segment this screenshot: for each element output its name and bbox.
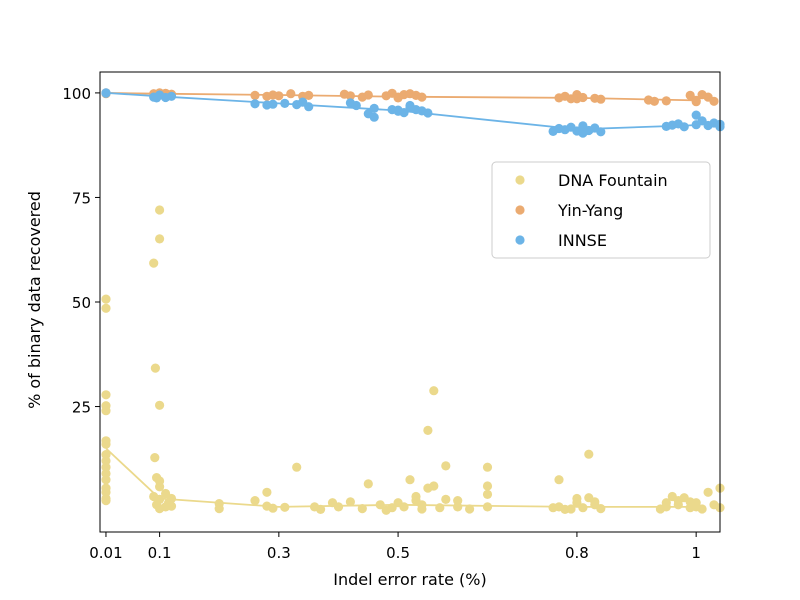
point-dna-fountain-7	[101, 450, 111, 460]
point-dna-fountain-68	[465, 504, 475, 514]
point-dna-fountain-85	[590, 497, 600, 507]
point-dna-fountain-33	[166, 501, 177, 511]
point-dna-fountain-15	[101, 496, 111, 506]
point-dna-fountain-73	[554, 475, 564, 485]
point-yin-yang-37	[661, 96, 671, 106]
point-dna-fountain-79	[584, 449, 594, 459]
point-dna-fountain-46	[345, 497, 355, 507]
point-innse-40	[679, 122, 689, 132]
point-dna-fountain-58	[417, 504, 427, 514]
point-dna-fountain-11	[101, 475, 111, 485]
legend-marker-innse	[515, 235, 525, 245]
point-dna-fountain-69	[482, 462, 493, 472]
y-tick-label-0: 25	[72, 399, 91, 417]
line-yin-yang	[105, 92, 697, 102]
x-tick-label-1: 0.1	[148, 544, 172, 562]
point-dna-fountain-83	[548, 503, 558, 513]
point-dna-fountain-4	[101, 406, 111, 416]
point-innse-41	[691, 110, 701, 120]
point-dna-fountain-100	[661, 498, 671, 508]
point-yin-yang-18	[363, 90, 373, 100]
point-dna-fountain-90	[673, 500, 683, 510]
point-dna-fountain-101	[685, 497, 695, 507]
legend-label-dna-fountain: DNA Fountain	[558, 171, 668, 190]
point-dna-fountain-67	[453, 502, 463, 512]
x-tick-label-5: 1	[691, 544, 701, 562]
x-tick-label-3: 0.5	[386, 544, 410, 562]
series-dna-fountain	[101, 205, 725, 515]
y-axis-label: % of binary data recovered	[25, 191, 44, 409]
point-dna-fountain-96	[703, 487, 713, 497]
point-dna-fountain-95	[697, 504, 707, 514]
point-dna-fountain-72	[482, 502, 493, 512]
y-tick-label-1: 50	[72, 294, 91, 312]
point-dna-fountain-24	[155, 482, 165, 492]
point-dna-fountain-2	[101, 390, 111, 400]
point-dna-fountain-19	[155, 234, 165, 244]
point-dna-fountain-20	[155, 400, 165, 410]
point-yin-yang-43	[691, 97, 701, 107]
point-dna-fountain-9	[101, 462, 111, 472]
point-dna-fountain-45	[333, 502, 344, 512]
point-dna-fountain-1	[101, 303, 111, 313]
point-dna-fountain-39	[268, 503, 278, 513]
plot-frame	[99, 71, 721, 533]
point-dna-fountain-66	[453, 496, 463, 506]
point-innse-6	[152, 93, 162, 103]
point-dna-fountain-36	[250, 496, 260, 506]
point-dna-fountain-61	[429, 386, 439, 396]
point-dna-fountain-21	[150, 453, 160, 463]
point-dna-fountain-65	[441, 494, 451, 504]
point-innse-36	[596, 127, 606, 137]
point-dna-fountain-60	[423, 425, 433, 435]
x-tick-label-0: 0.01	[89, 544, 122, 562]
chart-legend: DNA Fountain Yin-Yang INNSE	[491, 161, 711, 259]
point-dna-fountain-35	[214, 504, 224, 514]
point-dna-fountain-71	[482, 489, 493, 499]
line-innse	[105, 92, 697, 131]
chart-marks	[101, 88, 725, 515]
point-dna-fountain-6	[101, 439, 111, 449]
point-innse-13	[304, 102, 314, 112]
point-innse-9	[268, 99, 278, 109]
point-dna-fountain-70	[482, 481, 493, 491]
point-dna-fountain-16	[149, 258, 159, 268]
chart-axes: 0.01 0.1 0.3 0.5 0.8 1 25 50 75 100 Indel error ra…	[25, 71, 721, 589]
point-dna-fountain-41	[292, 462, 302, 472]
point-dna-fountain-64	[441, 461, 451, 471]
point-yin-yang-42	[709, 96, 719, 106]
legend-label-innse: INNSE	[558, 231, 607, 250]
point-dna-fountain-31	[155, 504, 165, 514]
point-dna-fountain-53	[399, 502, 409, 512]
x-axis-label: Indel error rate (%)	[333, 570, 486, 589]
point-yin-yang-12	[286, 89, 296, 99]
x-tick-label-4: 0.8	[565, 544, 589, 562]
legend-marker-yin-yang	[515, 205, 525, 215]
point-dna-fountain-17	[150, 363, 160, 373]
point-innse-37	[578, 128, 588, 138]
y-tick-label-3: 100	[62, 85, 91, 103]
line-dna-fountain	[105, 447, 697, 508]
point-yin-yang-36	[649, 96, 660, 106]
point-dna-fountain-37	[262, 487, 272, 497]
legend-label-yin-yang: Yin-Yang	[557, 201, 623, 220]
point-dna-fountain-48	[363, 479, 373, 489]
point-innse-26	[405, 102, 415, 113]
point-dna-fountain-18	[155, 205, 165, 215]
legend-marker-dna-fountain	[515, 175, 525, 185]
point-dna-fountain-8	[101, 456, 111, 466]
point-innse-17	[369, 112, 379, 122]
point-dna-fountain-62	[429, 481, 439, 491]
y-tick-label-2: 75	[72, 189, 91, 207]
point-innse-7	[250, 99, 260, 109]
legend-box	[491, 161, 711, 259]
point-dna-fountain-0	[101, 294, 111, 304]
point-dna-fountain-54	[405, 475, 415, 485]
point-yin-yang-26	[393, 93, 403, 103]
x-tick-label-2: 0.3	[267, 544, 291, 562]
